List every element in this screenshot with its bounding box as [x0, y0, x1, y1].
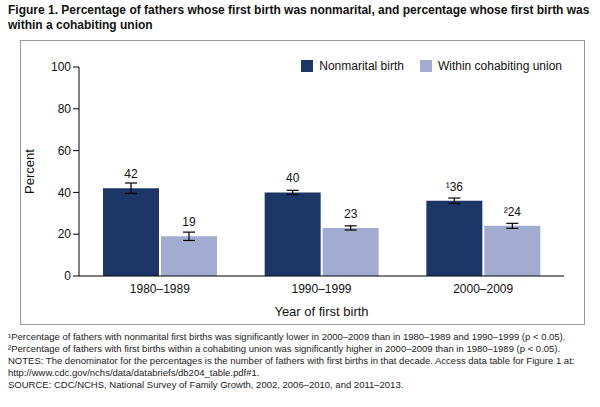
html-text:¹Percentage of fathers with no: ¹Percentage of fathers with nonmarital f… — [8, 331, 566, 342]
svg-text:100: 100 — [51, 60, 71, 74]
html-text:Nonmarital birth: Nonmarital birth — [319, 59, 404, 73]
html-text:²Percentage of fathers with fi: ²Percentage of fathers with first births… — [8, 343, 561, 354]
svg-text:40: 40 — [58, 186, 72, 200]
svg-text:60: 60 — [58, 144, 72, 158]
svg-text:23: 23 — [344, 207, 358, 221]
html-text:Within cohabiting union: Within cohabiting union — [437, 59, 562, 73]
svg-text:80: 80 — [58, 102, 72, 116]
svg-text:1980–1989: 1980–1989 — [130, 282, 190, 296]
svg-text:19: 19 — [182, 215, 196, 229]
svg-text:0: 0 — [64, 269, 71, 283]
svg-text:Percent: Percent — [22, 149, 37, 194]
svg-text:20: 20 — [58, 227, 72, 241]
svg-text:40: 40 — [286, 171, 300, 185]
svg-text:²24: ²24 — [504, 205, 522, 219]
svg-text:¹36: ¹36 — [446, 180, 464, 194]
html-text:SOURCE: CDC/NCHS, National Sur: SOURCE: CDC/NCHS, National Survey of Fam… — [8, 379, 404, 390]
svg-text:42: 42 — [124, 167, 138, 181]
html-text:Figure 1. Percentage of father: Figure 1. Percentage of fathers whose fi… — [8, 3, 590, 32]
svg-text:2000–2009: 2000–2009 — [453, 282, 513, 296]
svg-text:1990–1999: 1990–1999 — [291, 282, 351, 296]
html-text:NOTES: The denominator for the: NOTES: The denominator for the percentag… — [8, 355, 575, 378]
svg-text:Year of first birth: Year of first birth — [274, 304, 368, 319]
